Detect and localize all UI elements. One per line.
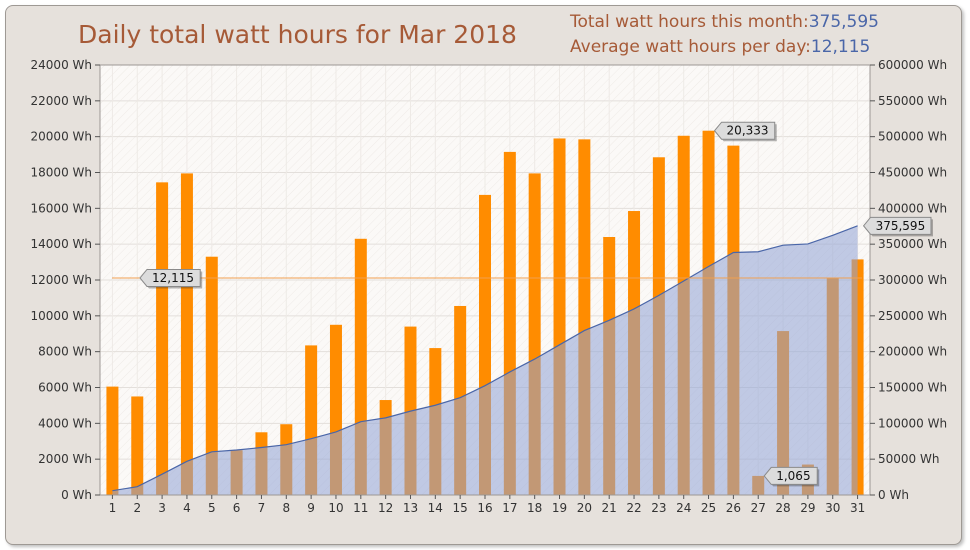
- left-tick-label: 2000 Wh: [38, 452, 92, 466]
- annotation-box: [763, 466, 818, 485]
- cumulative-area: [112, 225, 858, 495]
- left-tick-label: 14000 Wh: [31, 237, 92, 251]
- right-tick-label: 500000 Wh: [878, 130, 947, 144]
- right-tick-label: 300000 Wh: [878, 273, 947, 287]
- bar-day-4: [180, 173, 193, 496]
- right-tick-label: 600000 Wh: [878, 58, 947, 72]
- annotation-label: 20,333: [727, 124, 769, 138]
- x-tick-label: 4: [183, 501, 191, 515]
- x-tick-label: 29: [800, 501, 815, 515]
- x-tick-label: 24: [676, 501, 691, 515]
- left-tick-label: 10000 Wh: [31, 309, 92, 323]
- x-tick-label: 27: [751, 501, 766, 515]
- x-tick-label: 26: [726, 501, 741, 515]
- monthly-total: Total watt hours this month:375,595: [570, 12, 879, 32]
- left-tick-label: 0 Wh: [61, 488, 92, 502]
- x-tick-label: 9: [307, 501, 315, 515]
- chart-title: Daily total watt hours for Mar 2018: [78, 20, 517, 49]
- x-tick-label: 14: [428, 501, 443, 515]
- cumulative-line: [112, 225, 858, 492]
- right-tick-label: 150000 Wh: [878, 381, 947, 395]
- right-tick-label: 450000 Wh: [878, 166, 947, 180]
- left-tick-label: 24000 Wh: [31, 58, 92, 72]
- x-tick-label: 23: [651, 501, 666, 515]
- annotation-box: [139, 268, 201, 287]
- axes: 0 Wh 2000 Wh 4000 Wh 6000 Wh 8000 Wh 10000 Wh…: [31, 58, 948, 515]
- x-tick-label: 30: [825, 501, 840, 515]
- x-tick-label: 11: [353, 501, 368, 515]
- x-tick-label: 7: [258, 501, 266, 515]
- bar-day-3: [156, 182, 169, 495]
- x-tick-label: 12: [378, 501, 393, 515]
- left-tick-label: 12000 Wh: [31, 273, 92, 287]
- x-tick-label: 6: [233, 501, 241, 515]
- daily-average: Average watt hours per day:12,115: [570, 37, 870, 57]
- x-tick-label: 25: [701, 501, 716, 515]
- x-tick-label: 2: [133, 501, 141, 515]
- x-tick-label: 21: [602, 501, 617, 515]
- right-tick-label: 0 Wh: [878, 488, 909, 502]
- bar-day-2: [131, 396, 144, 495]
- x-tick-label: 20: [577, 501, 592, 515]
- annotations: 12,115 20,333 1,065 375,595: [139, 121, 933, 487]
- x-tick-label: 1: [109, 501, 117, 515]
- annotation-box: [862, 216, 932, 235]
- left-tick-label: 6000 Wh: [38, 381, 92, 395]
- annotation-label: 12,115: [152, 271, 194, 285]
- cumulative-series: [112, 225, 858, 495]
- x-tick-label: 22: [626, 501, 641, 515]
- x-tick-label: 19: [552, 501, 567, 515]
- left-tick-label: 16000 Wh: [31, 201, 92, 215]
- right-tick-label: 350000 Wh: [878, 237, 947, 251]
- left-tick-label: 22000 Wh: [31, 94, 92, 108]
- right-tick-label: 250000 Wh: [878, 309, 947, 323]
- bar-day-5: [205, 256, 218, 495]
- left-tick-label: 8000 Wh: [38, 345, 92, 359]
- daily-average-value: 12,115: [810, 37, 871, 57]
- monthly-total-label: Total watt hours this month:: [570, 12, 809, 32]
- bar-day-1: [106, 386, 119, 495]
- annotation-box: [713, 121, 776, 140]
- right-tick-label: 100000 Wh: [878, 416, 947, 430]
- x-tick-label: 18: [527, 501, 542, 515]
- monthly-total-value: 375,595: [808, 12, 880, 32]
- left-tick-label: 4000 Wh: [38, 416, 92, 430]
- x-tick-label: 17: [502, 501, 517, 515]
- daily-average-label: Average watt hours per day:: [570, 37, 811, 57]
- x-tick-label: 16: [477, 501, 492, 515]
- annotation-label: 375,595: [876, 219, 926, 233]
- x-tick-label: 31: [850, 501, 865, 515]
- x-tick-label: 28: [775, 501, 790, 515]
- left-tick-label: 20000 Wh: [31, 130, 92, 144]
- right-tick-label: 550000 Wh: [878, 94, 947, 108]
- right-tick-label: 50000 Wh: [878, 452, 939, 466]
- x-tick-label: 3: [158, 501, 166, 515]
- right-tick-label: 200000 Wh: [878, 345, 947, 359]
- x-tick-label: 5: [208, 501, 216, 515]
- annotation-label: 1,065: [776, 469, 810, 483]
- x-tick-label: 13: [403, 501, 418, 515]
- right-tick-label: 400000 Wh: [878, 201, 947, 215]
- x-tick-label: 10: [328, 501, 343, 515]
- left-tick-label: 18000 Wh: [31, 166, 92, 180]
- x-tick-label: 15: [453, 501, 468, 515]
- x-tick-label: 8: [282, 501, 290, 515]
